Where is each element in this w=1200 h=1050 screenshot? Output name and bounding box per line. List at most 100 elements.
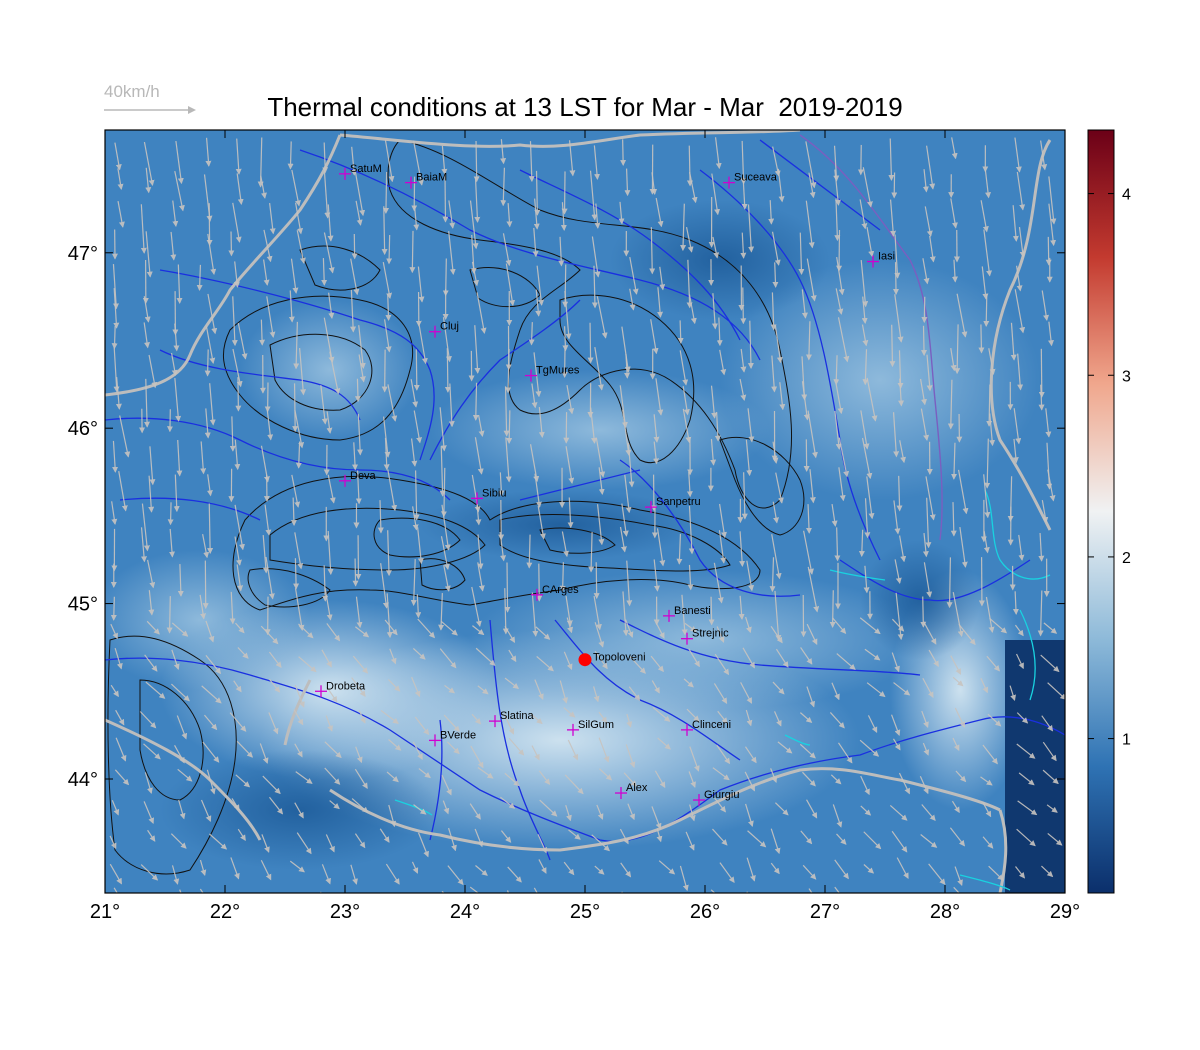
wind-arrow	[263, 229, 273, 263]
wind-arrow	[234, 536, 242, 566]
wind-arrow	[779, 382, 786, 411]
wind-arrow	[806, 799, 818, 819]
wind-arrow	[114, 142, 122, 171]
wind-arrow	[324, 741, 342, 759]
wind-arrow	[171, 649, 180, 670]
wind-arrow	[506, 203, 513, 228]
wind-arrow	[441, 145, 448, 175]
wind-arrow	[836, 256, 845, 296]
wind-arrow	[500, 139, 507, 165]
wind-arrow	[538, 770, 551, 785]
wind-arrow	[988, 348, 996, 376]
wind-arrow	[229, 591, 236, 625]
wind-arrow	[358, 709, 366, 724]
wind-arrow	[894, 294, 904, 343]
wind-arrow	[891, 618, 905, 632]
city-label: Giurgiu	[704, 789, 739, 801]
wind-arrow	[383, 171, 390, 214]
wind-arrow	[358, 354, 366, 383]
wind-arrow	[504, 626, 516, 644]
wind-arrow	[922, 677, 934, 699]
wind-arrow	[169, 528, 175, 558]
wind-arrow	[688, 771, 696, 788]
wind-arrow	[498, 472, 505, 497]
wind-arrow	[929, 235, 936, 263]
wind-arrow	[803, 530, 814, 575]
wind-arrow	[718, 503, 727, 539]
wind-arrow	[986, 655, 1001, 672]
wind-arrow	[807, 566, 820, 613]
wind-arrow	[144, 378, 151, 428]
wind-arrow	[893, 500, 901, 535]
wind-arrow	[892, 738, 901, 751]
wind-arrow	[655, 197, 664, 228]
wind-arrow	[499, 531, 507, 562]
wind-arrow	[889, 324, 896, 368]
wind-arrow	[984, 438, 991, 489]
wind-arrow	[269, 203, 276, 235]
y-tick-label: 46°	[68, 418, 98, 440]
wind-arrow	[832, 617, 847, 635]
wind-arrow	[296, 230, 306, 264]
wind-arrow	[711, 173, 721, 216]
wind-arrow	[774, 802, 789, 816]
wind-arrow	[472, 625, 485, 636]
wind-arrow	[262, 775, 281, 795]
city-marker: Cluj	[429, 321, 459, 338]
wind-arrow	[478, 414, 485, 437]
wind-arrow	[171, 865, 180, 885]
wind-arrow	[350, 258, 360, 296]
wind-arrow	[1041, 865, 1054, 878]
wind-arrow	[740, 232, 747, 259]
wind-arrow	[174, 377, 182, 422]
wind-arrow	[1015, 866, 1026, 879]
wind-arrow	[352, 558, 359, 587]
wind-arrow	[388, 739, 402, 751]
wind-arrow	[656, 528, 666, 567]
wind-arrow	[772, 681, 785, 695]
wind-arrow	[950, 655, 962, 675]
wind-arrow	[293, 709, 304, 726]
wind-arrow	[298, 623, 314, 639]
wind-arrow	[291, 169, 301, 207]
wind-arrow	[714, 412, 721, 442]
wind-arrow	[411, 676, 421, 698]
wind-arrow	[947, 379, 954, 430]
wind-arrow	[896, 475, 903, 512]
city-label: Alex	[626, 782, 648, 794]
wind-arrow	[956, 293, 968, 338]
wind-arrow	[983, 229, 993, 277]
wind-arrow	[236, 564, 244, 592]
wind-arrow	[744, 746, 757, 764]
wind-arrow	[622, 409, 632, 456]
wind-arrow	[980, 776, 993, 786]
wind-arrow	[503, 386, 510, 437]
wind-arrow	[442, 800, 450, 815]
wind-arrow	[412, 140, 424, 186]
wind-arrow	[1041, 500, 1049, 524]
wind-arrow	[598, 768, 613, 781]
wind-arrow	[689, 172, 698, 204]
wind-arrow	[475, 647, 496, 666]
wind-arrow	[412, 647, 426, 660]
wind-arrow	[505, 437, 512, 483]
wind-arrow	[861, 324, 869, 347]
wind-arrow	[288, 290, 295, 323]
wind-arrow	[624, 354, 631, 379]
wind-arrow	[355, 200, 363, 226]
city-marker: Sanpetru	[645, 496, 701, 514]
wind-arrow	[983, 294, 990, 327]
wind-arrow	[442, 317, 452, 363]
wind-arrow	[829, 590, 836, 628]
city-label: CArges	[542, 584, 579, 596]
wind-arrow	[628, 686, 641, 701]
wind-arrow	[474, 176, 481, 223]
wind-arrow	[744, 771, 755, 792]
wind-arrow	[294, 409, 305, 449]
wind-arrow	[740, 682, 752, 704]
wind-arrow	[560, 202, 567, 231]
wind-arrow	[413, 470, 420, 521]
wind-arrow	[712, 767, 730, 781]
wind-arrow	[920, 325, 927, 357]
wind-arrow	[322, 565, 329, 602]
